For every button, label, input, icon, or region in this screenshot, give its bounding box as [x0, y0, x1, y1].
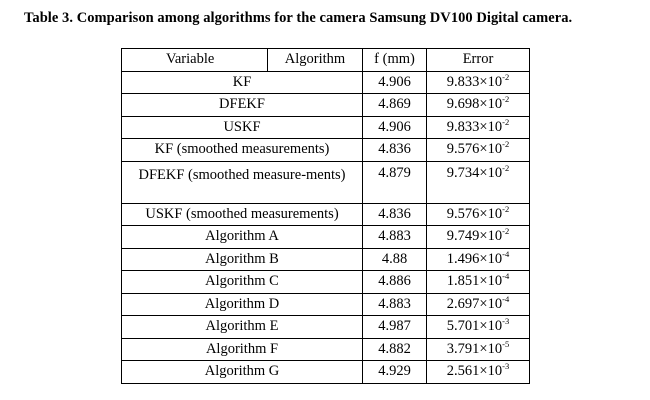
row-error: 9.833×10-2 [426, 115, 530, 139]
row-variable: USKF (smoothed measurements) [121, 202, 363, 226]
row-variable: Algorithm C [121, 270, 363, 294]
error-mantissa: 1.496×10 [446, 250, 503, 267]
table-row: DFEKF (smoothed measure-ments) 4.879 9.7… [121, 160, 530, 204]
table-header-row: Variable Algorithm f (mm) Error [121, 48, 530, 72]
error-mantissa: 5.701×10 [446, 318, 503, 335]
header-f: f (mm) [362, 48, 427, 72]
error-exponent: -2 [502, 116, 510, 127]
row-error: 9.698×10-2 [426, 93, 530, 117]
error-mantissa: 9.576×10 [446, 141, 503, 158]
row-f: 4.906 [362, 115, 427, 139]
table-row: Algorithm F 4.882 3.791×10-5 [121, 337, 530, 361]
error-exponent: -4 [502, 293, 510, 304]
error-mantissa: 9.734×10 [446, 164, 503, 181]
table-row: Algorithm D 4.883 2.697×10-4 [121, 292, 530, 316]
error-mantissa: 9.833×10 [446, 73, 503, 90]
error-mantissa: 1.851×10 [446, 273, 503, 290]
row-f: 4.883 [362, 225, 427, 249]
row-variable: Algorithm A [121, 225, 363, 249]
error-exponent: -3 [502, 361, 510, 372]
table-row: Algorithm C 4.886 1.851×10-4 [121, 270, 530, 294]
error-mantissa: 3.791×10 [446, 340, 503, 357]
error-exponent: -2 [502, 226, 510, 237]
row-variable: DFEKF [121, 93, 363, 117]
row-error: 9.576×10-2 [426, 202, 530, 226]
row-variable: KF (smoothed measurements) [121, 138, 363, 162]
row-f: 4.882 [362, 337, 427, 361]
error-mantissa: 9.698×10 [446, 96, 503, 113]
error-exponent: -2 [502, 203, 510, 214]
row-f: 4.836 [362, 138, 427, 162]
row-f: 4.883 [362, 292, 427, 316]
row-error: 9.734×10-2 [426, 160, 530, 204]
row-variable: Algorithm B [121, 247, 363, 271]
table-row: USKF (smoothed measurements) 4.836 9.576… [121, 202, 530, 226]
row-f: 4.879 [362, 160, 427, 204]
row-error: 5.701×10-3 [426, 315, 530, 339]
row-variable: DFEKF (smoothed measure-ments) [121, 160, 363, 204]
error-mantissa: 9.576×10 [446, 205, 503, 222]
row-f: 4.836 [362, 202, 427, 226]
comparison-table: Variable Algorithm f (mm) Error KF 4.906… [121, 48, 530, 384]
error-mantissa: 9.833×10 [446, 118, 503, 135]
table-row: DFEKF 4.869 9.698×10-2 [121, 93, 530, 117]
table-row: USKF 4.906 9.833×10-2 [121, 115, 530, 139]
error-mantissa: 9.749×10 [446, 228, 503, 245]
table-row: Algorithm A 4.883 9.749×10-2 [121, 225, 530, 249]
row-f: 4.987 [362, 315, 427, 339]
header-error: Error [426, 48, 530, 72]
table-row: KF (smoothed measurements) 4.836 9.576×1… [121, 138, 530, 162]
table-row: Algorithm B 4.88 1.496×10-4 [121, 247, 530, 271]
row-variable: Algorithm D [121, 292, 363, 316]
row-variable: Algorithm E [121, 315, 363, 339]
row-error: 1.851×10-4 [426, 270, 530, 294]
error-exponent: -4 [502, 271, 510, 282]
row-variable: Algorithm F [121, 337, 363, 361]
row-f: 4.886 [362, 270, 427, 294]
row-error: 9.833×10-2 [426, 70, 530, 94]
row-error: 1.496×10-4 [426, 247, 530, 271]
error-mantissa: 2.697×10 [446, 295, 503, 312]
row-error: 3.791×10-5 [426, 337, 530, 361]
table-row: KF 4.906 9.833×10-2 [121, 70, 530, 94]
row-error: 2.697×10-4 [426, 292, 530, 316]
header-algorithm: Algorithm [267, 48, 363, 72]
header-variable: Variable [121, 48, 268, 72]
row-f: 4.869 [362, 93, 427, 117]
error-mantissa: 2.561×10 [446, 363, 503, 380]
row-f: 4.929 [362, 360, 427, 384]
error-exponent: -4 [502, 248, 510, 259]
row-error: 2.561×10-3 [426, 360, 530, 384]
row-error: 9.749×10-2 [426, 225, 530, 249]
error-exponent: -5 [502, 338, 510, 349]
error-exponent: -2 [502, 139, 510, 150]
row-variable: USKF [121, 115, 363, 139]
row-variable: KF [121, 70, 363, 94]
error-exponent: -3 [502, 316, 510, 327]
row-f: 4.88 [362, 247, 427, 271]
error-exponent: -2 [502, 71, 510, 82]
error-exponent: -2 [502, 94, 510, 105]
table-row: Algorithm E 4.987 5.701×10-3 [121, 315, 530, 339]
row-variable: Algorithm G [121, 360, 363, 384]
row-error: 9.576×10-2 [426, 138, 530, 162]
error-exponent: -2 [502, 162, 510, 173]
table-caption: Table 3. Comparison among algorithms for… [24, 10, 573, 26]
row-f: 4.906 [362, 70, 427, 94]
table-row: Algorithm G 4.929 2.561×10-3 [121, 360, 530, 384]
